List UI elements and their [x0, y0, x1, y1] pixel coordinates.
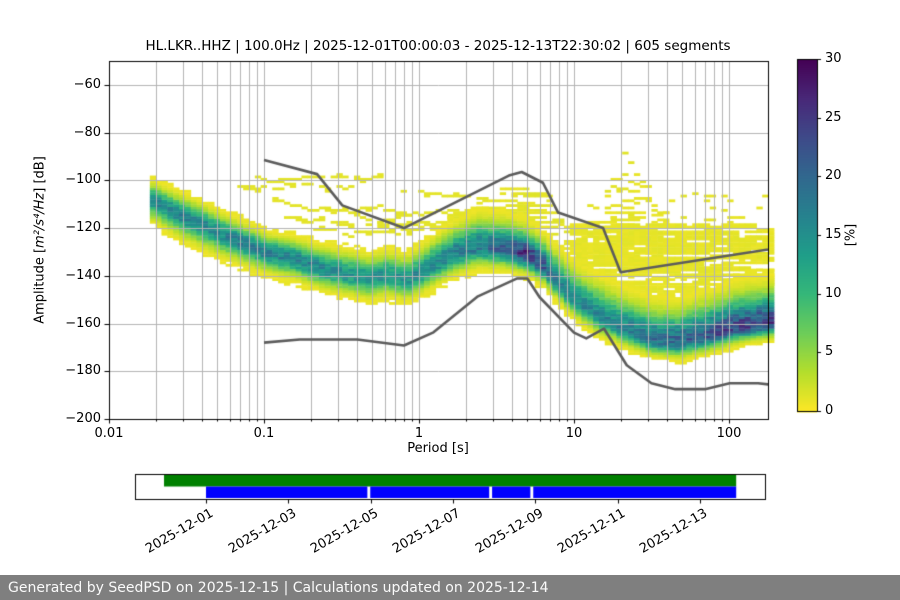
- x-tick-label: 0.1: [253, 426, 275, 441]
- x-axis-label: Period [s]: [407, 441, 469, 456]
- colorbar-tick-label: 10: [825, 285, 842, 301]
- y-axis-label-math: m²/s⁴/Hz: [32, 192, 48, 248]
- y-tick-label: −180: [65, 363, 101, 379]
- colorbar-tick-label: 15: [825, 227, 842, 242]
- y-axis-label: Amplitude [m²/s⁴/Hz] [dB]: [33, 156, 48, 324]
- colorbar-label: [%]: [843, 223, 859, 247]
- footer-bar: Generated by SeedPSD on 2025-12-15 | Cal…: [0, 575, 900, 600]
- y-tick-label: −200: [65, 411, 101, 426]
- y-tick-label: −60: [73, 76, 101, 92]
- x-tick-label: 100: [716, 426, 742, 441]
- footer-text: Generated by SeedPSD on 2025-12-15 | Cal…: [8, 579, 549, 596]
- colorbar-tick-label: 5: [825, 344, 834, 360]
- y-axis-label-prefix: Amplitude [: [32, 247, 48, 324]
- y-tick-label: −100: [65, 172, 101, 188]
- colorbar-tick-label: 0: [825, 403, 834, 418]
- y-tick-label: −160: [65, 315, 101, 331]
- colorbar-tick-label: 30: [825, 51, 842, 66]
- x-tick-label: 10: [565, 426, 583, 441]
- y-tick-label: −80: [73, 124, 101, 140]
- colorbar-tick-label: 25: [825, 109, 842, 125]
- y-tick-label: −140: [65, 267, 101, 283]
- x-tick-label: 1: [414, 426, 424, 441]
- colorbar-tick-label: 20: [825, 168, 842, 184]
- plot-title: HL.LKR..HHZ | 100.0Hz | 2025-12-01T00:00…: [145, 38, 731, 54]
- y-tick-label: −120: [65, 220, 101, 236]
- x-tick-label: 0.01: [94, 426, 124, 441]
- y-axis-label-suffix: ] [dB]: [32, 156, 48, 193]
